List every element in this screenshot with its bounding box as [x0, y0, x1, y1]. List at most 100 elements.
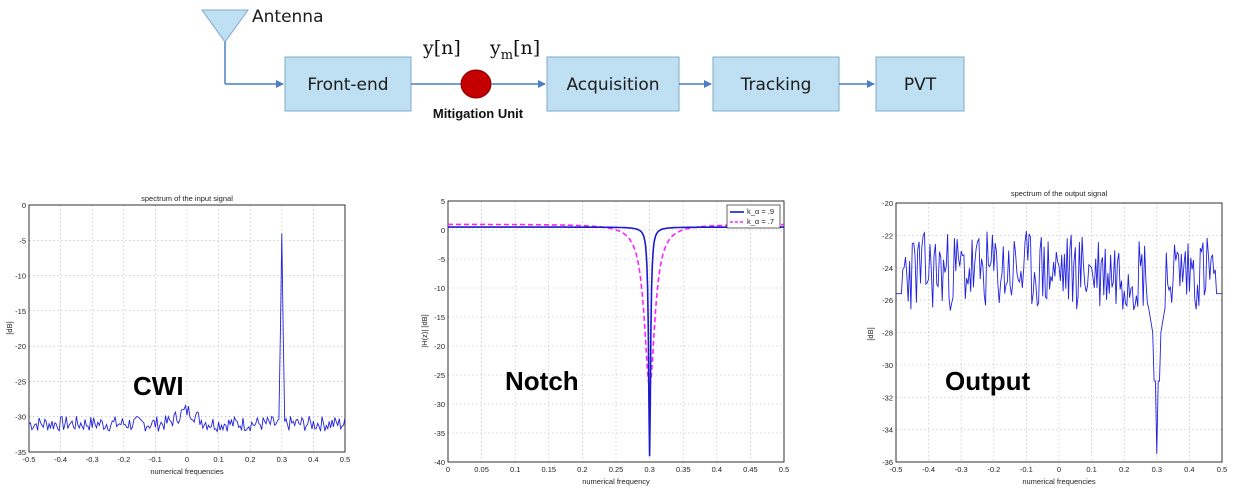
chart-notch-xlabel: numerical frequency — [582, 477, 650, 486]
chart-notch-ytick-label: -30 — [434, 400, 445, 409]
chart-input-xtick-label: -0.3 — [86, 455, 99, 464]
chart-notch-xtick-label: 0.35 — [676, 465, 691, 474]
chart-notch-ylabel: |H(z)| [dB] — [420, 314, 429, 347]
chart-input-spectrum: spectrum of the input signal -0.5 -0.4 -0.… — [5, 194, 350, 476]
chart-notch-xtick-label: 0.1 — [510, 465, 520, 474]
antenna-label: Antenna — [252, 7, 324, 27]
chart-output-xtick-label: -0.3 — [955, 465, 968, 474]
chart-output-ytick-label: -36 — [882, 458, 893, 467]
block-pvt: PVT — [875, 56, 965, 112]
chart-input-ylabel: [dB] — [5, 321, 14, 334]
signal-out-label: ym[n] — [489, 37, 540, 63]
chart-notch-ytick-label: -15 — [434, 313, 445, 322]
block-acquisition: Acquisition — [546, 56, 680, 112]
chart-input-xtick-label: 0.5 — [340, 455, 350, 464]
chart-output-frame — [895, 202, 1223, 463]
chart-output-spectrum: spectrum of the output signal -0.5 -0.4 -0… — [866, 189, 1227, 486]
chart-input-ytick-label: -30 — [15, 413, 26, 422]
chart-notch-ytick-label: -35 — [434, 429, 445, 438]
chart-input-xtick-label: 0 — [185, 455, 189, 464]
chart-input-ytick-label: -5 — [19, 236, 26, 245]
chart-notch-xtick-label: 0.25 — [609, 465, 624, 474]
chart-notch-xtick-label: 0 — [446, 465, 450, 474]
block-tracking: Tracking — [712, 56, 840, 112]
chart-input-xtick-label: 0.2 — [245, 455, 255, 464]
chart-notch-grid — [448, 201, 784, 462]
chart-input-xtick-label: -0.5 — [23, 455, 36, 464]
chart-output-ytick-label: -24 — [882, 264, 893, 273]
chart-notch-ytick-label: -5 — [438, 255, 445, 264]
chart-input-ytick-label: -20 — [15, 342, 26, 351]
chart-notch-xtick-label: 0.15 — [541, 465, 556, 474]
chart-output-ytick-label: -20 — [882, 199, 893, 208]
chart-notch-ytick-label: 5 — [441, 197, 445, 206]
chart-output-xtick-label: -0.1 — [1020, 465, 1033, 474]
chart-input-series-line — [28, 233, 346, 433]
chart-output-grid — [896, 203, 1222, 462]
chart-input-title: spectrum of the input signal — [141, 194, 233, 203]
chart-notch-ytick-label: -25 — [434, 371, 445, 380]
chart-output-ytick-label: -28 — [882, 329, 893, 338]
chart-notch-ytick-label: 0 — [441, 226, 445, 235]
chart-notch-overlay-label: Notch — [505, 366, 579, 396]
chart-output-overlay-label: Output — [945, 366, 1031, 396]
chart-input-grid — [29, 205, 345, 452]
chart-input-ytick-label: -10 — [15, 272, 26, 281]
chart-notch-xtick-label: 0.2 — [577, 465, 587, 474]
chart-output-series-line — [896, 230, 1222, 454]
chart-notch-xtick-label: 0.4 — [712, 465, 722, 474]
chart-notch-xtick-label: 0.45 — [743, 465, 758, 474]
chart-input-ytick-label: -15 — [15, 307, 26, 316]
chart-input-ytick-label: -25 — [15, 377, 26, 386]
chart-input-xtick-label: -0.2 — [117, 455, 130, 464]
chart-input-xtick-label: 0.3 — [277, 455, 287, 464]
chart-notch-frame — [447, 200, 785, 463]
chart-notch-legend: k_α = .9 k_α = .7 — [726, 204, 781, 229]
chart-output-xtick-label: 0.4 — [1184, 465, 1194, 474]
chart-output-yticks: -20 -22 -24 -26 -28 -30 -32 -34 -36 — [882, 199, 893, 467]
chart-output-xtick-label: 0.1 — [1086, 465, 1096, 474]
mitigation-unit-node — [460, 69, 492, 99]
block-front-end: Front-end — [284, 56, 412, 112]
chart-input-xtick-label: 0.1 — [213, 455, 223, 464]
chart-output-xtick-label: 0.3 — [1152, 465, 1162, 474]
chart-notch-xticks: 0 0.05 0.1 0.15 0.2 0.25 0.3 0.35 0.4 0.45 0.5 — [446, 465, 789, 474]
chart-output-ytick-label: -30 — [882, 361, 893, 370]
chart-notch-ytick-label: -40 — [434, 458, 445, 467]
chart-output-ytick-label: -32 — [882, 393, 893, 402]
chart-output-xtick-label: -0.4 — [922, 465, 935, 474]
chart-output-title: spectrum of the output signal — [1011, 189, 1108, 198]
chart-notch-xtick-label: 0.3 — [644, 465, 654, 474]
chart-notch-xtick-label: 0.5 — [779, 465, 789, 474]
chart-notch-ytick-label: -10 — [434, 284, 445, 293]
chart-input-xtick-label: 0.4 — [308, 455, 318, 464]
chart-input-ytick-label: -35 — [15, 448, 26, 457]
chart-output-xtick-label: -0.5 — [890, 465, 903, 474]
chart-output-xtick-label: 0.2 — [1119, 465, 1129, 474]
chart-notch-legend-entry-2: k_α = .7 — [747, 217, 774, 226]
chart-output-ytick-label: -26 — [882, 296, 893, 305]
chart-input-xlabel: numerical frequencies — [150, 467, 224, 476]
block-tracking-label: Tracking — [740, 75, 812, 95]
block-acquisition-label: Acquisition — [566, 75, 659, 95]
chart-input-frame — [28, 204, 346, 453]
chart-output-xtick-label: 0 — [1057, 465, 1061, 474]
chart-output-ytick-label: -22 — [882, 231, 893, 240]
chart-notch-legend-entry-1: k_α = .9 — [747, 207, 774, 216]
chart-input-ytick-label: 0 — [22, 201, 26, 210]
block-pvt-label: PVT — [904, 75, 937, 95]
chart-notch-ytick-label: -20 — [434, 342, 445, 351]
chart-output-ytick-label: -34 — [882, 426, 893, 435]
chart-input-yticks: 0 -5 -10 -15 -20 -25 -30 -35 — [15, 201, 26, 457]
chart-input-xtick-label: -0.4 — [54, 455, 67, 464]
chart-notch-filter: 0 0.05 0.1 0.15 0.2 0.25 0.3 0.35 0.4 0.45 0.5 50-… — [420, 197, 789, 486]
antenna-icon — [201, 9, 249, 43]
block-diagram: Antenna Front-end Acquisition Tracking P… — [201, 7, 965, 121]
chart-output-ylabel: [dB] — [866, 327, 875, 340]
chart-output-xtick-label: 0.5 — [1217, 465, 1227, 474]
signal-in-label: y[n] — [422, 37, 461, 59]
chart-output-xlabel: numerical frequencies — [1022, 477, 1096, 486]
chart-notch-xtick-label: 0.05 — [474, 465, 489, 474]
chart-input-overlay-label: CWI — [133, 371, 184, 401]
